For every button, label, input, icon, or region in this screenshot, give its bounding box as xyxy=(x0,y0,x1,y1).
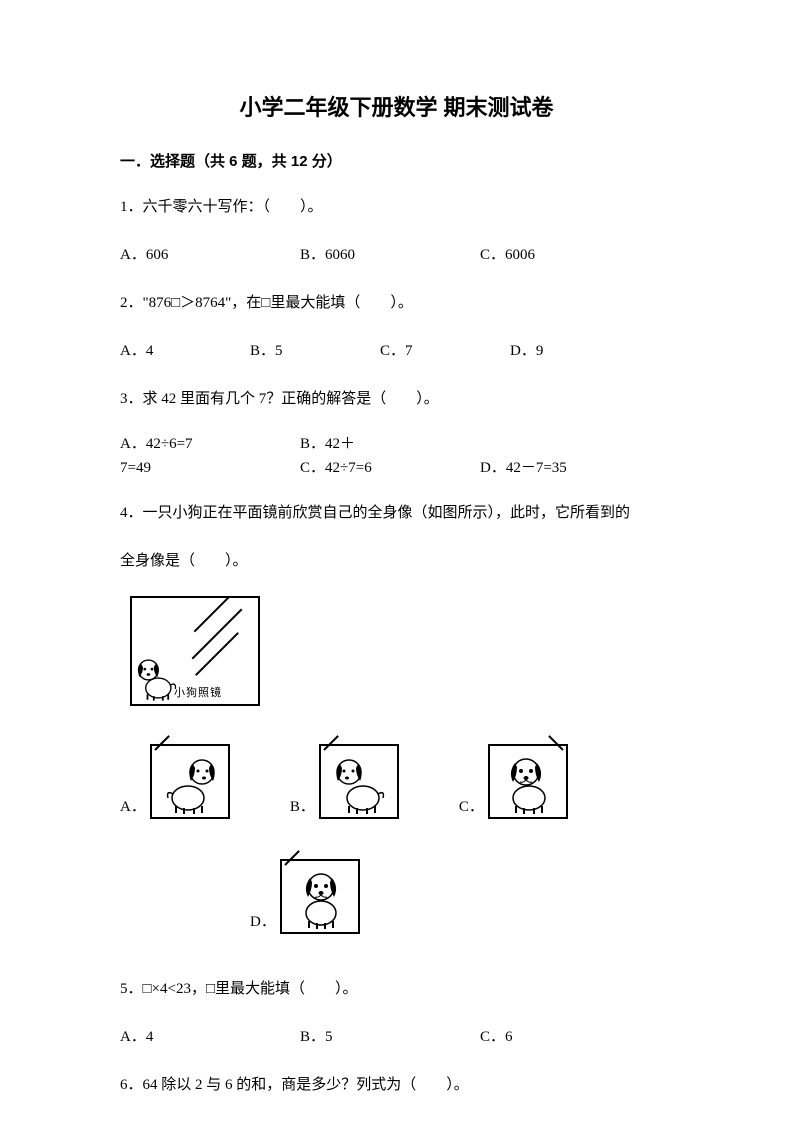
question-2-options: A．4 B．5 C．7 D．9 xyxy=(120,336,673,366)
q2-option-a: A．4 xyxy=(120,336,250,366)
q4-option-a-label: A． xyxy=(120,795,146,819)
q1-option-a: A．606 xyxy=(120,240,300,270)
mirror-lines-icon xyxy=(167,603,253,669)
q1-option-c: C．6006 xyxy=(480,240,660,270)
q5-option-b: B．5 xyxy=(300,1022,480,1052)
q1-option-b: B．6060 xyxy=(300,240,480,270)
q4-option-b-image xyxy=(319,744,399,819)
q4-option-b-label: B． xyxy=(290,795,315,819)
page-title: 小学二年级下册数学 期末测试卷 xyxy=(120,90,673,125)
question-4-figure: 小狗照镜 xyxy=(130,596,673,714)
q4-option-c-label: C． xyxy=(459,795,484,819)
question-4-line1: 4．一只小狗正在平面镜前欣赏自己的全身像（如图所示），此时，它所看到的 xyxy=(120,498,673,528)
question-3-text: 3．求 42 里面有几个 7？正确的解答是（ ）。 xyxy=(120,384,673,414)
question-6-text: 6．64 除以 2 与 6 的和，商是多少？列式为（ ）。 xyxy=(120,1070,673,1100)
dog-mirror-image: 小狗照镜 xyxy=(130,596,260,706)
q4-option-c-image xyxy=(488,744,568,819)
q5-option-a: A．4 xyxy=(120,1022,300,1052)
q4-option-c: C． xyxy=(459,744,568,819)
question-2-text: 2．"876□＞8764"，在□里最大能填（ ）。 xyxy=(120,288,673,318)
q3-option-b-part1: B．42＋ xyxy=(300,432,480,456)
q4-option-a: A． xyxy=(120,744,230,819)
question-5-text: 5．□×4<23，□里最大能填（ ）。 xyxy=(120,974,673,1004)
q3-option-a: A．42÷6=7 xyxy=(120,432,300,456)
dog-icon xyxy=(134,647,179,702)
q4-option-d-image xyxy=(280,859,360,934)
q2-option-d: D．9 xyxy=(510,336,640,366)
question-3-options: A．42÷6=7 B．42＋ 7=49 C．42÷7=6 D．42－7=35 xyxy=(120,432,673,480)
figure-caption: 小狗照镜 xyxy=(174,685,222,703)
dog-facing-front-tilt-icon xyxy=(498,750,560,815)
dog-facing-left-icon xyxy=(329,750,391,815)
question-4-options: A． B． xyxy=(120,744,673,934)
question-4-line2: 全身像是（ ）。 xyxy=(120,546,673,576)
question-1-text: 1．六千零六十写作：（ ）。 xyxy=(120,192,673,222)
dog-facing-front-icon xyxy=(290,865,352,930)
dog-facing-right-icon xyxy=(160,750,222,815)
q4-option-d-label: D． xyxy=(250,910,276,934)
q4-option-d: D． xyxy=(250,859,673,934)
section-1-header: 一．选择题（共 6 题，共 12 分） xyxy=(120,150,673,174)
q3-option-b-part2: 7=49 xyxy=(120,456,300,480)
q4-option-b: B． xyxy=(290,744,399,819)
q2-option-c: C．7 xyxy=(380,336,510,366)
q3-option-d: D．42－7=35 xyxy=(480,456,673,480)
q5-option-c: C．6 xyxy=(480,1022,660,1052)
question-1-options: A．606 B．6060 C．6006 xyxy=(120,240,673,270)
q4-option-a-image xyxy=(150,744,230,819)
q2-option-b: B．5 xyxy=(250,336,380,366)
q3-option-c: C．42÷7=6 xyxy=(300,456,480,480)
question-5-options: A．4 B．5 C．6 xyxy=(120,1022,673,1052)
